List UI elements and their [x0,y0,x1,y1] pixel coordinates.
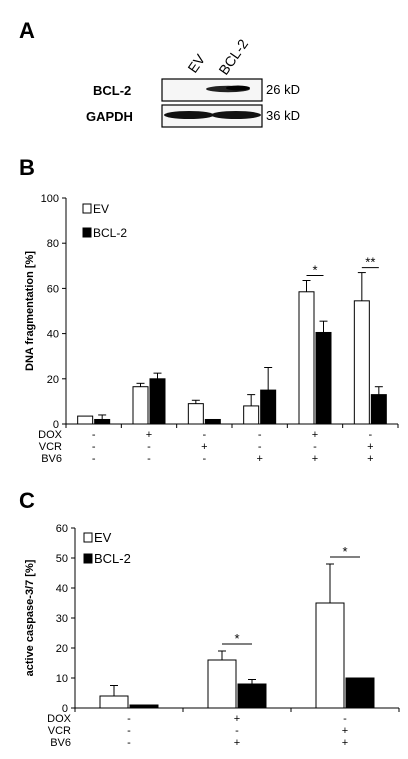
panel-a-letter: A [19,18,35,43]
y-tick-label: 50 [56,553,68,565]
y-tick-label: 60 [56,523,68,535]
y-tick-label: 10 [56,673,68,685]
y-tick-label: 80 [47,238,59,250]
bar-ev [315,602,345,709]
legend-swatch [82,203,92,214]
treatment-value: - [258,441,262,453]
significance-marker: ** [365,255,375,270]
treatment-label: DOX [47,713,72,725]
treatment-label: VCR [48,725,71,737]
panel-c-letter: C [19,488,35,513]
treatment-value: + [367,453,373,465]
treatment-value: + [146,429,152,441]
treatment-value: + [367,441,373,453]
y-tick-label: 20 [47,374,59,386]
y-tick-label: 40 [47,329,59,341]
blot-band-bcl2-lane2-core [226,85,250,91]
bar-bcl2 [345,677,375,709]
y-tick-label: 40 [56,583,68,595]
bar-bcl2 [315,331,332,425]
treatment-value: - [202,453,206,465]
treatment-value: - [343,713,347,725]
bar-bcl2 [129,704,159,709]
treatment-label: BV6 [50,737,71,749]
treatment-value: - [127,725,131,737]
y-tick-label: 0 [62,703,68,715]
treatment-label: DOX [38,429,63,441]
treatment-label: VCR [39,441,62,453]
y-tick-label: 100 [41,193,59,205]
bar-bcl2 [204,418,221,425]
legend-label: BCL-2 [93,226,127,240]
y-axis-label: DNA fragmentation [%] [24,251,36,371]
bar-ev [132,386,149,425]
treatment-value: - [235,725,239,737]
bar-ev [207,659,237,709]
treatment-value: + [342,737,348,749]
legend-swatch [82,227,92,238]
bar-bcl2 [370,394,387,425]
bar-bcl2 [237,683,267,709]
y-tick-label: 0 [53,419,59,431]
blot-lane-label-bcl2: BCL-2 [215,36,251,78]
treatment-value: - [92,429,96,441]
legend-swatch [83,553,93,564]
bar-ev [77,415,94,425]
blot-row-label-gapdh: GAPDH [86,109,133,124]
significance-marker: * [312,262,317,277]
treatment-value: - [313,441,317,453]
blot-size-label-36kd: 36 kD [266,108,300,123]
bar-ev [99,695,129,709]
bar-ev [353,300,370,425]
treatment-value: + [234,713,240,725]
treatment-value: - [127,737,131,749]
significance-marker: * [234,631,239,646]
significance-marker: * [342,544,347,559]
legend-label: EV [94,530,112,545]
legend-label: EV [93,202,109,216]
blot-row-label-bcl2: BCL-2 [93,83,131,98]
y-tick-label: 60 [47,283,59,295]
legend-swatch [83,532,93,543]
y-tick-label: 20 [56,643,68,655]
treatment-value: + [256,453,262,465]
blot-size-label-26kd: 26 kD [266,82,300,97]
bar-bcl2 [149,378,166,425]
treatment-value: - [92,453,96,465]
y-tick-label: 30 [56,613,68,625]
western-blot: EV BCL-2 BCL-2 GAPDH 26 kD 36 kD [86,36,300,128]
bar-ev [187,403,204,425]
y-axis-label: active caspase-3/7 [%] [24,559,36,676]
treatment-value: - [258,429,262,441]
treatment-value: + [312,453,318,465]
treatment-value: - [127,713,131,725]
blot-band-gapdh-lane2 [211,111,261,119]
panel-b-letter: B [19,155,35,180]
blot-lane-label-ev: EV [184,51,208,76]
blot-band-gapdh-lane1 [164,111,214,119]
treatment-value: + [201,441,207,453]
treatment-value: - [368,429,372,441]
treatment-value: - [147,441,151,453]
legend-label: BCL-2 [94,551,131,566]
treatment-value: - [202,429,206,441]
treatment-value: - [147,453,151,465]
treatment-label: BV6 [41,453,62,465]
treatment-value: + [312,429,318,441]
treatment-value: + [234,737,240,749]
bar-bcl2 [94,418,111,425]
bar-bcl2 [260,389,277,425]
bar-ev [298,291,315,425]
treatment-value: + [342,725,348,737]
chart-active-caspase: 0 10 20 30 40 50 60 active caspase-3/7 [%] * * DOX… [24,523,400,749]
treatment-value: - [92,441,96,453]
bar-ev [243,405,260,425]
